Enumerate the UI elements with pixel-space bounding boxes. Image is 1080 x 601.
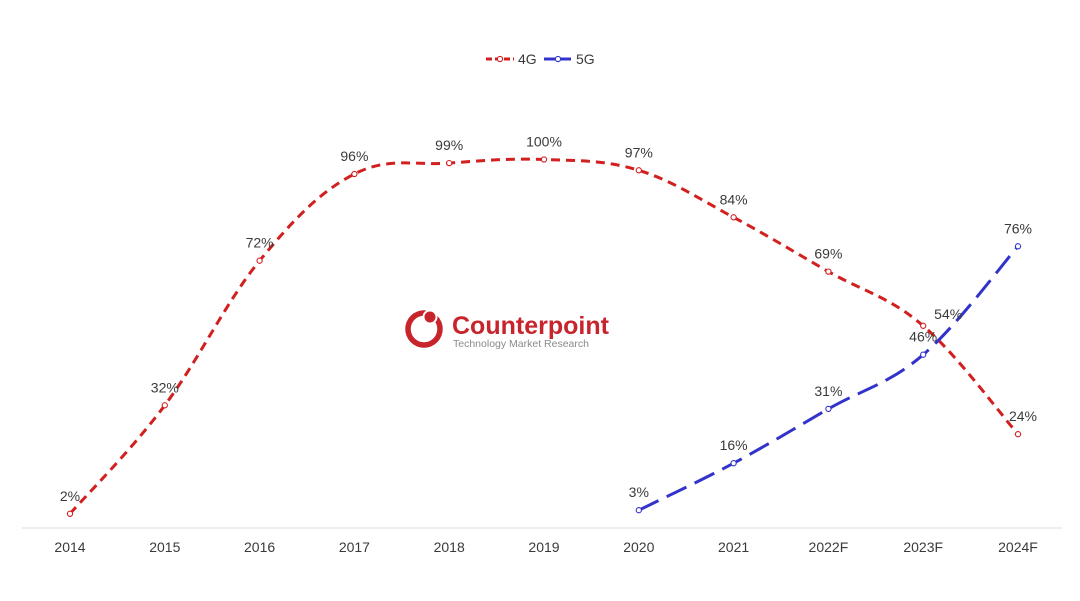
x-tick-label: 2024F [998,539,1038,555]
counterpoint-watermark: Counterpoint Technology Market Research [405,309,610,350]
logo-tagline: Technology Market Research [453,338,589,350]
legend: 4G 5G [486,51,595,67]
data-point-4g [66,510,74,517]
data-point-4g [161,402,168,409]
data-point-4g [446,159,453,167]
x-tick-label: 2015 [149,539,180,555]
x-tick-label: 2021 [718,539,749,555]
series-line-5g [638,245,1020,512]
data-label-5g: 3% [629,484,649,500]
data-point-5g [920,351,927,358]
data-point-4g [825,268,832,275]
data-point-4g [351,170,358,178]
legend-item-5g: 5G [544,51,595,67]
logo-wordmark: Counterpoint [452,312,610,340]
data-label-4g: 69% [814,246,842,262]
data-label-4g: 99% [435,137,463,153]
data-label-4g: 54% [934,306,962,322]
data-point-4g [920,322,927,329]
x-tick-label: 2014 [54,539,85,555]
data-label-5g: 31% [814,383,842,399]
x-tick-label: 2020 [623,539,654,555]
series-line-4g [68,157,1020,515]
legend-marker-4g [496,55,504,63]
data-label-4g: 32% [151,379,179,395]
data-label-4g: 84% [720,191,748,207]
counterpoint-logo-icon [405,309,443,348]
data-point-4g [540,156,548,163]
data-label-4g: 100% [526,134,562,150]
data-point-4g [256,257,263,264]
data-label-5g: 16% [720,437,748,453]
data-point-5g [635,507,642,514]
data-label-4g: 97% [625,144,653,160]
data-point-5g [1014,243,1022,250]
x-tick-label: 2019 [528,539,559,555]
legend-label-5g: 5G [576,51,595,67]
x-tick-label: 2018 [434,539,465,555]
data-label-4g: 24% [1009,408,1037,424]
data-label-4g: 72% [246,235,274,251]
data-label-5g: 76% [1004,220,1032,236]
x-tick-label: 2016 [244,539,275,555]
data-label-4g: 96% [340,148,368,164]
data-labels: 2% 32% 72% 96% 99% 100% 97% 84% 69% 54% 24% 3% 16% 31… [60,134,1037,504]
x-tick-label: 2023F [903,539,943,555]
data-label-5g: 46% [909,329,937,345]
data-point-4g [730,214,737,221]
data-point-4g [635,167,642,174]
x-axis: 2014 2015 2016 2017 2018 2019 2020 2021 2022F 202… [22,527,1062,555]
legend-label-4g: 4G [518,51,537,67]
legend-item-4g: 4G [486,51,537,67]
data-point-5g [825,405,832,413]
x-tick-label: 2017 [339,539,370,555]
data-label-4g: 2% [60,488,80,504]
x-tick-label: 2022F [809,539,849,555]
legend-marker-5g [554,55,562,63]
data-point-5g [730,460,737,467]
plot-area [66,156,1022,517]
data-point-4g [1014,431,1022,438]
